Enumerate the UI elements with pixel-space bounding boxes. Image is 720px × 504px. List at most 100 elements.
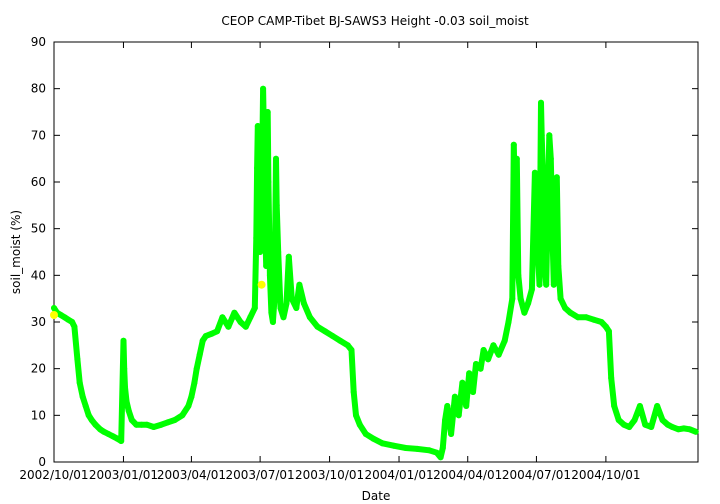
- data-point: [495, 351, 502, 358]
- data-point: [451, 393, 458, 400]
- data-point: [626, 424, 633, 430]
- data-point: [271, 295, 278, 302]
- data-point: [231, 309, 238, 316]
- data-point: [199, 337, 206, 344]
- data-point: [123, 398, 130, 405]
- data-point: [550, 281, 557, 288]
- data-point: [69, 319, 76, 325]
- data-point: [275, 249, 282, 255]
- data-point: [466, 370, 473, 377]
- data-point: [636, 403, 643, 409]
- data-point: [188, 393, 195, 400]
- data-point: [268, 309, 275, 316]
- data-point: [150, 424, 157, 430]
- y-tick-label: 70: [31, 128, 46, 142]
- data-point: [138, 421, 145, 428]
- data-point: [547, 155, 554, 162]
- y-tick-label: 80: [31, 82, 46, 96]
- data-point: [686, 426, 693, 433]
- data-point: [255, 179, 262, 185]
- data-point: [79, 393, 86, 400]
- data-point: [263, 263, 270, 269]
- data-point: [477, 365, 484, 372]
- data-point: [512, 225, 519, 232]
- data-point: [598, 319, 605, 325]
- data-point: [692, 428, 699, 435]
- data-point: [121, 365, 128, 372]
- data-point: [122, 384, 128, 391]
- data-point: [505, 319, 512, 325]
- data-point: [390, 442, 397, 449]
- x-tick-label: 2003/04/01: [157, 468, 226, 482]
- data-point: [264, 109, 271, 115]
- data-point: [448, 431, 455, 437]
- data-point: [459, 379, 466, 386]
- y-tick-label: 10: [31, 408, 46, 422]
- data-point: [269, 319, 276, 325]
- data-series: [50, 85, 699, 461]
- data-point: [329, 333, 336, 339]
- data-point: [257, 280, 266, 289]
- x-tick-label: 2003/07/01: [226, 468, 295, 482]
- data-point: [555, 263, 562, 269]
- y-tick-label: 30: [31, 315, 46, 329]
- data-point: [455, 412, 462, 419]
- data-point: [553, 174, 560, 181]
- data-point: [444, 403, 451, 409]
- data-point: [196, 351, 203, 358]
- data-point: [253, 235, 260, 241]
- data-point: [533, 202, 540, 209]
- data-point: [642, 421, 649, 428]
- data-point: [513, 155, 520, 162]
- y-tick-label: 20: [31, 362, 46, 376]
- data-point: [509, 295, 516, 302]
- data-point: [280, 314, 287, 321]
- data-point: [251, 305, 258, 311]
- data-point: [306, 314, 313, 321]
- data-point: [370, 435, 377, 442]
- data-point: [531, 169, 538, 176]
- x-tick-label: 2003/01/01: [89, 468, 158, 482]
- data-point: [611, 403, 618, 409]
- data-point: [202, 333, 209, 339]
- data-point: [51, 305, 57, 311]
- data-point: [442, 417, 449, 423]
- data-point: [261, 202, 268, 209]
- data-point: [293, 305, 300, 311]
- x-tick-label: 2002/10/01: [19, 468, 88, 482]
- data-point: [515, 272, 522, 279]
- data-point: [237, 319, 244, 325]
- data-point: [541, 263, 548, 269]
- data-point: [557, 295, 564, 302]
- data-point: [463, 403, 470, 409]
- data-point: [437, 454, 444, 461]
- data-point: [350, 389, 357, 395]
- data-point: [621, 421, 627, 428]
- data-point: [219, 314, 226, 321]
- data-point: [285, 253, 292, 260]
- data-point: [260, 132, 267, 139]
- data-point: [426, 447, 433, 454]
- data-point: [353, 412, 359, 419]
- x-tick-label: 2003/10/01: [295, 468, 364, 482]
- data-point: [185, 403, 192, 409]
- data-point: [143, 421, 150, 428]
- data-point: [208, 330, 215, 337]
- data-point: [654, 403, 661, 409]
- data-point: [669, 424, 676, 430]
- series-line: [51, 85, 699, 461]
- data-point: [296, 281, 303, 288]
- data-point: [549, 225, 556, 232]
- data-point: [82, 403, 89, 409]
- data-point: [608, 375, 615, 381]
- data-point: [88, 417, 95, 423]
- data-point: [605, 328, 612, 335]
- data-point: [659, 417, 666, 423]
- data-point: [536, 281, 543, 288]
- data-point: [260, 85, 267, 92]
- data-point: [664, 421, 671, 428]
- data-point: [165, 419, 171, 426]
- data-point: [538, 99, 544, 106]
- x-tick-label: 2004/01/01: [364, 468, 433, 482]
